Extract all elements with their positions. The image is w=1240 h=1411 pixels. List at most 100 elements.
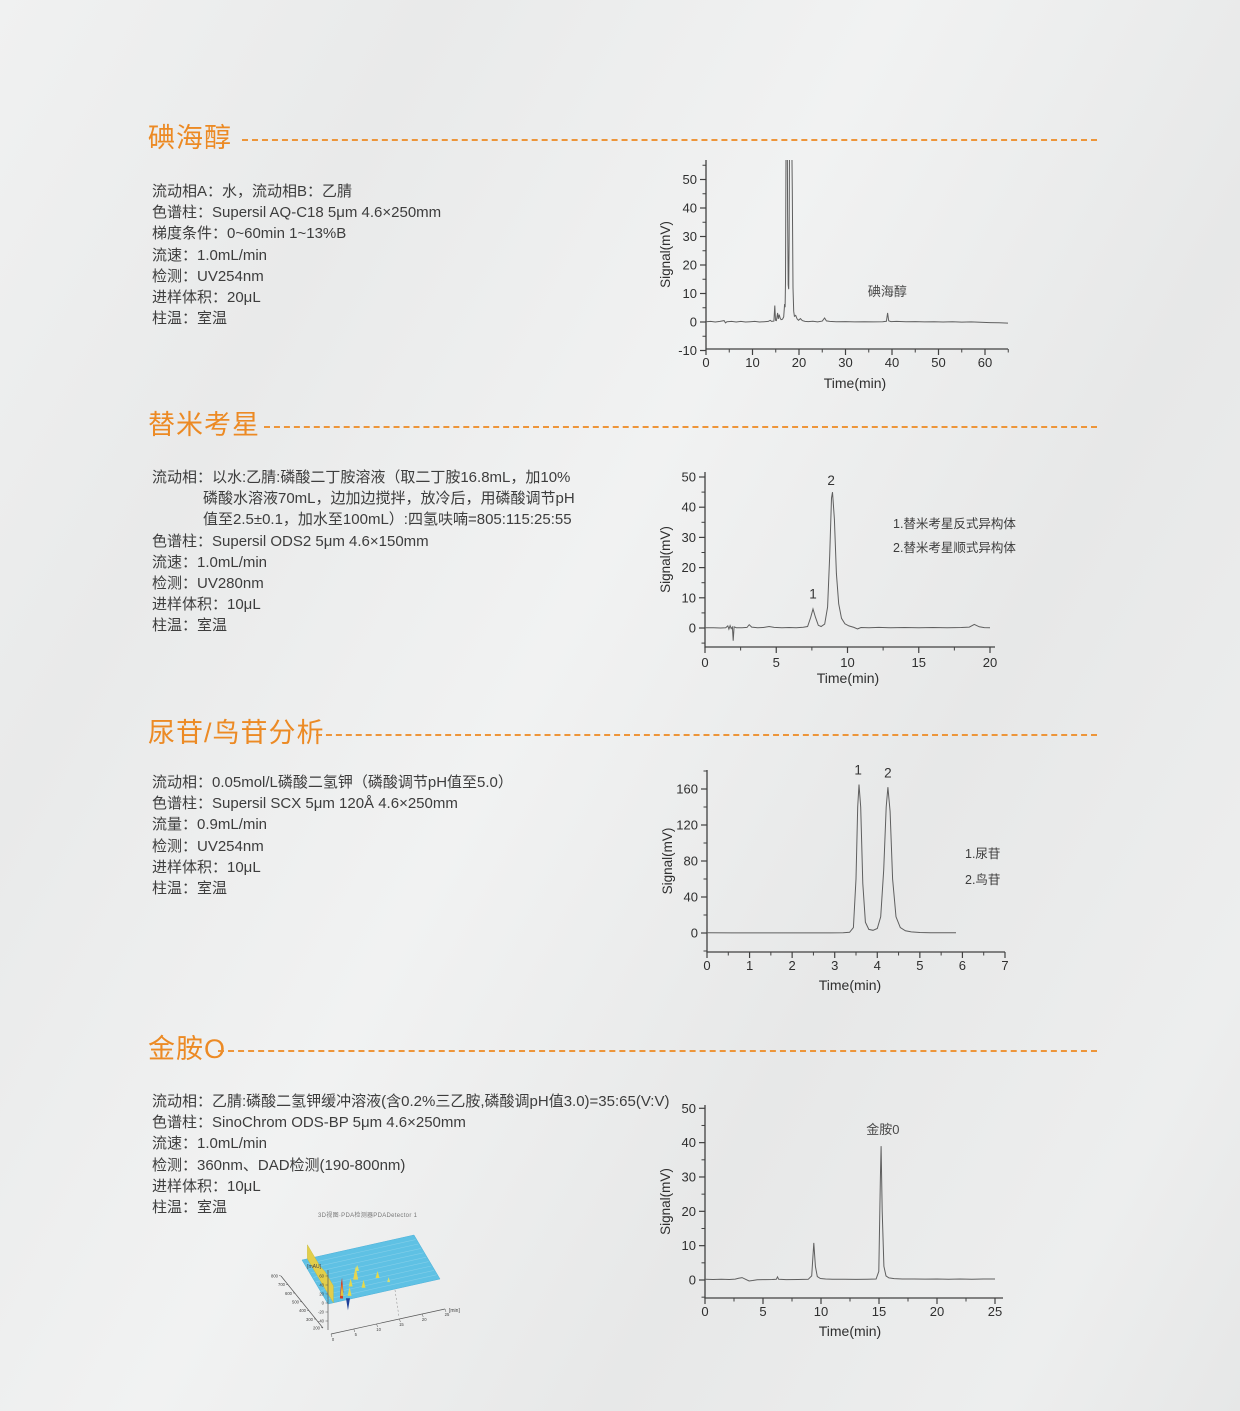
surface-peak [361,1279,366,1288]
svg-text:40: 40 [684,890,698,905]
chromatogram-iohexol: -10 0 10 20 30 40 50 0 10 20 30 40 50 60 Time(min) Sign… [658,160,1009,391]
svg-text:Time(min): Time(min) [817,670,879,686]
svg-text:40: 40 [682,500,696,515]
section-title-tilmicosin: 替米考星 [148,410,260,440]
legend-line: 1.替米考星反式异构体 [893,516,1016,531]
svg-text:50: 50 [682,1101,696,1116]
section-title-iohexol: 碘海醇 [148,123,232,153]
svg-text:20: 20 [792,355,806,370]
svg-text:[mAU]: [mAU] [307,1264,322,1270]
spec-line: 检测：360nm、DAD检测(190-800nm) [152,1156,406,1174]
svg-text:400: 400 [299,1308,307,1313]
svg-text:Signal(mV): Signal(mV) [660,828,675,895]
svg-text:40: 40 [683,201,697,216]
svg-text:2: 2 [789,958,796,973]
dad-3d-caption: 3D视图·PDA检测器PDADetector 1 [318,1213,418,1219]
svg-text:6: 6 [959,958,966,973]
spec-line: 色谱柱：Supersil SCX 5μm 120Å 4.6×250mm [152,795,458,813]
peak-annotation: 金胺0 [866,1122,899,1137]
svg-text:30: 30 [838,355,852,370]
svg-text:40: 40 [682,1135,696,1150]
section-divider [218,1050,1097,1052]
section-title-auramine-o: 金胺O [148,1034,227,1064]
axes: 0 40 80 120 160 0 1 2 3 4 5 6 7 Time(min) Signal(mV) [660,770,1009,993]
surface-peak [387,1277,391,1283]
svg-text:Time(min): Time(min) [819,977,881,993]
spec-line: 进样体积：10μL [152,596,261,614]
spec-line: 磷酸水溶液70mL，边加边搅拌，放冷后，用磷酸调节pH [203,490,575,508]
svg-text:-20: -20 [318,1310,325,1315]
svg-text:0: 0 [689,621,696,636]
spec-line: 色谱柱：SinoChrom ODS-BP 5μm 4.6×250mm [152,1114,466,1132]
svg-text:120: 120 [676,818,698,833]
svg-text:20: 20 [683,258,697,273]
svg-text:0: 0 [689,1273,696,1288]
spec-line: 流动相A：水，流动相B：乙腈 [152,183,353,200]
svg-text:15: 15 [399,1322,404,1327]
svg-text:30: 30 [683,229,697,244]
spec-line: 进样体积：10μL [152,858,261,876]
svg-text:Signal(mV): Signal(mV) [658,1168,673,1235]
svg-text:80: 80 [684,854,698,869]
svg-text:500: 500 [292,1300,300,1305]
spec-line: 流速：1.0mL/min [152,246,268,264]
plot3d-axes: [mAU]6040200-20-408007006005004003002000… [271,1264,460,1342]
chromatogram-curve [705,1146,995,1282]
axes: -10 0 10 20 30 40 50 0 10 20 30 40 50 60 Time(min) Sign… [658,160,1009,391]
surface-peak [355,1264,360,1271]
svg-text:20: 20 [983,655,997,670]
svg-text:0: 0 [322,1301,325,1306]
spec-line: 色谱柱：Supersil AQ-C18 5μm 4.6×250mm [152,204,442,222]
section-title-uridine-guanosine: 尿苷/鸟苷分析 [148,718,325,748]
section-divider [264,426,1097,428]
svg-text:30: 30 [682,1169,696,1184]
svg-text:0: 0 [332,1337,335,1342]
svg-text:10: 10 [682,1238,696,1253]
svg-text:10: 10 [814,1304,828,1319]
ridge-peak [307,1244,334,1304]
svg-text:50: 50 [683,172,697,187]
spec-line: 流量：0.9mL/min [152,816,268,834]
svg-text:60: 60 [319,1274,324,1279]
section-divider [242,139,1097,141]
svg-text:50: 50 [682,470,696,485]
spec-line: 检测：UV254nm [152,267,264,285]
svg-text:0: 0 [691,926,698,941]
chromatogram-auramine-o: 0 10 20 30 40 50 0 5 10 15 20 25 Time(min) Signal(mV)… [658,1101,1003,1339]
svg-text:10: 10 [682,590,696,605]
svg-text:800: 800 [271,1274,279,1279]
surface-peak [353,1266,359,1280]
svg-text:700: 700 [278,1282,286,1287]
surface-peak [375,1271,380,1278]
svg-text:20: 20 [682,560,696,575]
svg-text:Signal(mV): Signal(mV) [658,526,673,593]
peak-label: 1 [809,586,817,601]
surface-peak [340,1283,344,1296]
svg-text:-40: -40 [318,1319,325,1324]
spec-line: 流动相：0.05mol/L磷酸二氢钾（磷酸调节pH值至5.0） [152,774,513,791]
peak-annotation: 碘海醇 [868,284,907,299]
svg-text:Time(min): Time(min) [819,1323,881,1339]
svg-text:0: 0 [701,1304,708,1319]
svg-text:7: 7 [1001,958,1008,973]
chromatogram-curve [705,492,991,641]
axes: 0 10 20 30 40 50 0 5 10 15 20 25 Time(min) Signal(mV) [658,1101,1003,1339]
svg-text:20: 20 [682,1204,696,1219]
svg-text:60: 60 [978,355,992,370]
spec-line: 检测：UV280nm [152,575,264,593]
surface-peak [347,1286,352,1296]
legend-line: 2.替米考星顺式异构体 [893,540,1016,555]
spec-line: 流动相：乙腈:磷酸二氢钾缓冲溶液(含0.2%三乙胺,磷酸调pH值3.0)=35:… [152,1093,670,1110]
svg-text:-10: -10 [678,343,697,358]
legend-line: 1.尿苷 [965,847,1000,861]
svg-text:15: 15 [912,655,926,670]
svg-text:Signal(mV): Signal(mV) [658,221,673,288]
spec-line: 进样体积：10μL [152,1177,261,1195]
svg-text:40: 40 [885,355,899,370]
chromatogram-curve [707,784,957,934]
spec-line: 进样体积：20μL [152,289,261,307]
svg-text:[min]: [min] [449,1308,460,1314]
svg-text:5: 5 [355,1332,358,1337]
svg-text:40: 40 [319,1283,324,1288]
spec-list-iohexol: 流动相A：水，流动相B：乙腈色谱柱：Supersil AQ-C18 5μm 4.… [152,181,672,329]
